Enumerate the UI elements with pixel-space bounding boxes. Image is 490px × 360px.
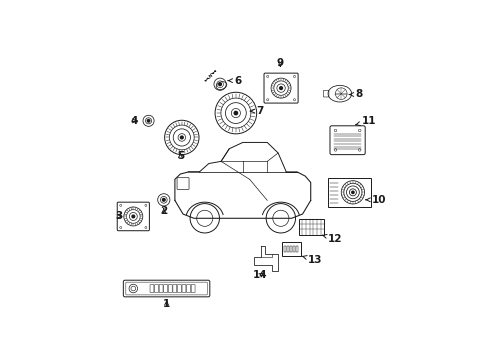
Text: 4: 4	[130, 116, 138, 126]
Circle shape	[352, 191, 354, 193]
Text: 10: 10	[366, 195, 386, 205]
Text: 12: 12	[322, 234, 343, 244]
Bar	[284, 246, 286, 252]
Text: 13: 13	[302, 255, 323, 265]
Circle shape	[147, 120, 150, 122]
Text: 11: 11	[356, 116, 376, 126]
Bar	[293, 246, 295, 252]
Text: 2: 2	[160, 207, 168, 216]
Text: 5: 5	[177, 151, 184, 161]
Bar	[328, 178, 370, 207]
Bar	[287, 246, 289, 252]
Bar	[299, 219, 324, 235]
Bar	[282, 242, 301, 256]
Bar	[296, 246, 298, 252]
Text: 1: 1	[163, 299, 170, 309]
Bar	[290, 246, 292, 252]
Text: 7: 7	[250, 106, 264, 116]
Circle shape	[132, 215, 135, 218]
Text: 6: 6	[228, 76, 241, 86]
Circle shape	[163, 198, 165, 201]
Circle shape	[219, 83, 221, 86]
Text: 14: 14	[253, 270, 268, 280]
Circle shape	[280, 87, 282, 90]
Text: 3: 3	[115, 211, 122, 221]
Text: 8: 8	[349, 90, 362, 99]
Text: 9: 9	[277, 58, 284, 68]
Circle shape	[234, 111, 238, 115]
Circle shape	[180, 136, 183, 139]
